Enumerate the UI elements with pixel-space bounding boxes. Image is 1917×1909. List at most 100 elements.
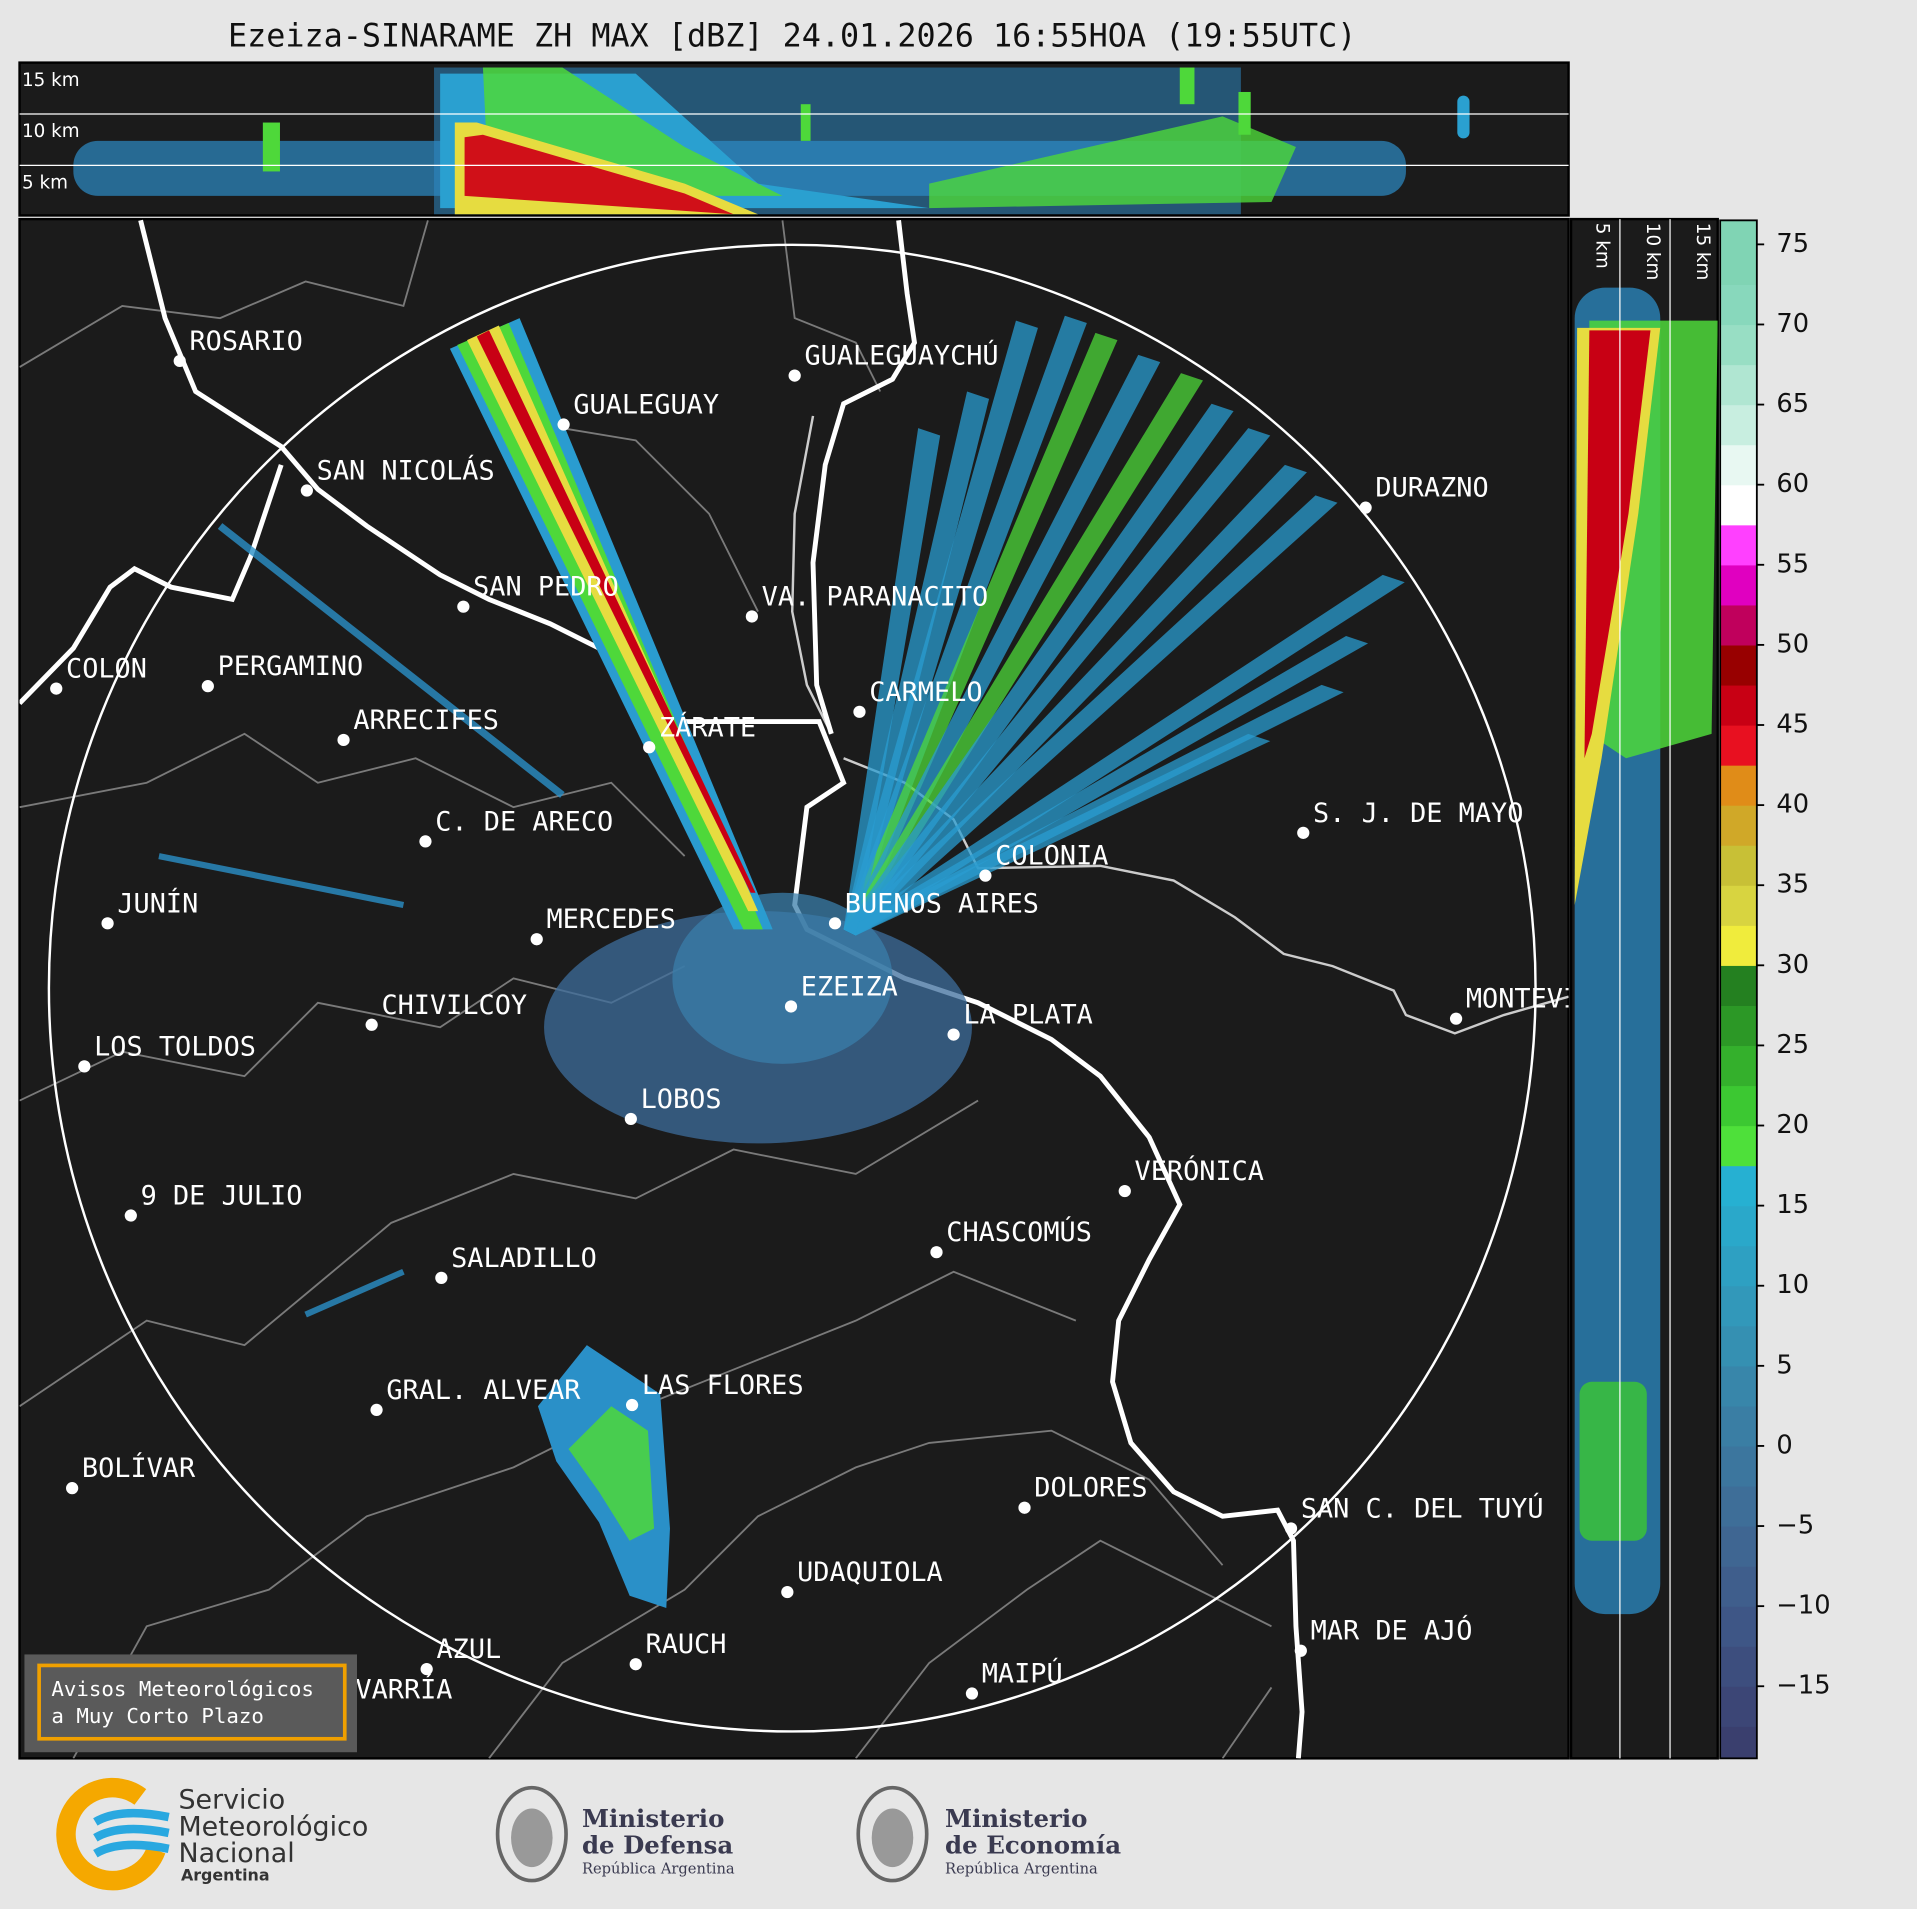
city-marker bbox=[1297, 826, 1310, 839]
city-label: VERÓNICA bbox=[1135, 1155, 1264, 1187]
city-marker bbox=[930, 1246, 943, 1259]
border bbox=[19, 732, 686, 857]
echo bbox=[843, 428, 1271, 936]
city-label: COLON bbox=[66, 654, 147, 685]
colorbar-tick-label: 35 bbox=[1776, 870, 1809, 900]
colorbar-band bbox=[1720, 765, 1757, 806]
colorbar-band bbox=[1720, 1205, 1757, 1247]
notice-box: Avisos Meteorológicos a Muy Corto Plazo bbox=[24, 1654, 357, 1753]
city-label: CARMELO bbox=[869, 677, 982, 708]
city-marker bbox=[420, 1662, 433, 1676]
colorbar-band bbox=[1720, 1445, 1757, 1487]
height-label: 10 km bbox=[22, 121, 80, 142]
border bbox=[781, 220, 882, 392]
notice-text: Avisos Meteorológicos bbox=[51, 1677, 314, 1701]
notice-text: a Muy Corto Plazo bbox=[51, 1704, 264, 1728]
echo bbox=[217, 523, 565, 798]
echo bbox=[800, 104, 811, 141]
echo bbox=[262, 122, 280, 172]
height-label: 5 km bbox=[1592, 223, 1613, 269]
city-label: COLONIA bbox=[995, 841, 1108, 872]
colorbar-band bbox=[1720, 1365, 1757, 1407]
colorbar-band bbox=[1720, 1726, 1757, 1759]
logo-text: Meteorológico bbox=[178, 1811, 368, 1842]
city-marker bbox=[625, 1398, 639, 1412]
colorbar-band bbox=[1720, 484, 1757, 526]
city-marker bbox=[979, 869, 992, 882]
border bbox=[19, 1099, 979, 1408]
smn-logo: Servicio Meteorológico Nacional Argentin… bbox=[56, 1777, 368, 1891]
city-marker bbox=[66, 1482, 79, 1495]
city-label: DURAZNO bbox=[1375, 473, 1488, 504]
city-marker bbox=[370, 1403, 383, 1417]
city-label: C. DE ARECO bbox=[435, 806, 613, 837]
notice-background bbox=[24, 1654, 357, 1753]
colorbar-tick-label: 0 bbox=[1776, 1430, 1792, 1460]
echo bbox=[476, 330, 756, 893]
colorbar-band bbox=[1720, 1045, 1757, 1087]
map: ROSARIO GUALEGUAYCHÚ GUALEGUAY SAN NICOLÁS D… bbox=[18, 217, 1628, 1760]
echo bbox=[843, 315, 1087, 936]
city-marker bbox=[947, 1028, 960, 1041]
city-marker bbox=[788, 369, 801, 382]
colorbar-band bbox=[1720, 1125, 1757, 1167]
echo bbox=[568, 1406, 655, 1541]
logo-subtitle: República Argentina bbox=[945, 1860, 1098, 1877]
colorbar-tick-label: 10 bbox=[1776, 1270, 1809, 1300]
city-label: MAIPÚ bbox=[982, 1658, 1063, 1690]
colorbar-tick-label: 55 bbox=[1776, 549, 1809, 579]
colorbar-band bbox=[1720, 965, 1757, 1006]
echo bbox=[304, 1268, 405, 1318]
echo bbox=[843, 373, 1204, 936]
colorbar-band bbox=[1720, 644, 1757, 686]
defensa-logo: Ministerio de Defensa República Argentin… bbox=[495, 1785, 735, 1883]
colorbar-band bbox=[1720, 684, 1757, 726]
city-label: JUNÍN bbox=[117, 887, 198, 919]
echo bbox=[467, 325, 758, 912]
city-marker bbox=[781, 1585, 794, 1599]
city-label: BUENOS AIRES bbox=[845, 888, 1039, 919]
colorbar-tick-label: 5 bbox=[1776, 1350, 1792, 1380]
city-label: CHIVILCOY bbox=[381, 990, 527, 1021]
echo bbox=[843, 733, 1271, 936]
colorbar-band bbox=[1720, 604, 1757, 646]
city-label: LOS TOLDOS bbox=[94, 1031, 256, 1062]
city-marker bbox=[1359, 501, 1372, 514]
top-cross-section: 15 km 10 km 5 km bbox=[18, 61, 1570, 217]
echo bbox=[158, 853, 405, 908]
colorbar-band bbox=[1720, 1085, 1757, 1127]
colorbar-band bbox=[1720, 364, 1757, 406]
logo-text: de Defensa bbox=[582, 1831, 733, 1860]
city-marker bbox=[457, 600, 470, 613]
border bbox=[562, 427, 759, 612]
economia-logo: Ministerio de Economía República Argenti… bbox=[856, 1785, 1121, 1883]
city-label: 9 DE JULIO bbox=[141, 1181, 303, 1212]
border bbox=[19, 220, 429, 368]
colorbar-tick-label: 75 bbox=[1776, 229, 1809, 259]
echo bbox=[1584, 330, 1651, 759]
echo bbox=[1457, 95, 1470, 139]
colorbar-tick-label: −15 bbox=[1776, 1671, 1830, 1701]
city-marker bbox=[624, 1112, 637, 1126]
colorbar-band bbox=[1720, 845, 1757, 886]
colorbar-tick-label: −5 bbox=[1776, 1511, 1814, 1541]
city-marker bbox=[530, 933, 543, 946]
city-label: MONTEVIDEO bbox=[1466, 984, 1628, 1015]
city-label: VA. PARANACITO bbox=[762, 581, 989, 612]
colorbar-band bbox=[1720, 1325, 1757, 1367]
colorbar-band bbox=[1720, 1606, 1757, 1647]
city-marker bbox=[853, 705, 866, 718]
colorbar-tick-label: 15 bbox=[1776, 1190, 1809, 1220]
echoes bbox=[158, 315, 1405, 1608]
colorbar-tick-label: 30 bbox=[1776, 950, 1809, 980]
logo-text: de Economía bbox=[945, 1831, 1121, 1860]
city-label: LOBOS bbox=[641, 1084, 722, 1115]
echo bbox=[464, 134, 734, 215]
city-marker bbox=[78, 1060, 91, 1073]
echoes bbox=[1574, 287, 1718, 1615]
colorbar-band bbox=[1720, 1526, 1757, 1567]
colorbar-band bbox=[1720, 1005, 1757, 1047]
city-label: ROSARIO bbox=[189, 326, 302, 357]
